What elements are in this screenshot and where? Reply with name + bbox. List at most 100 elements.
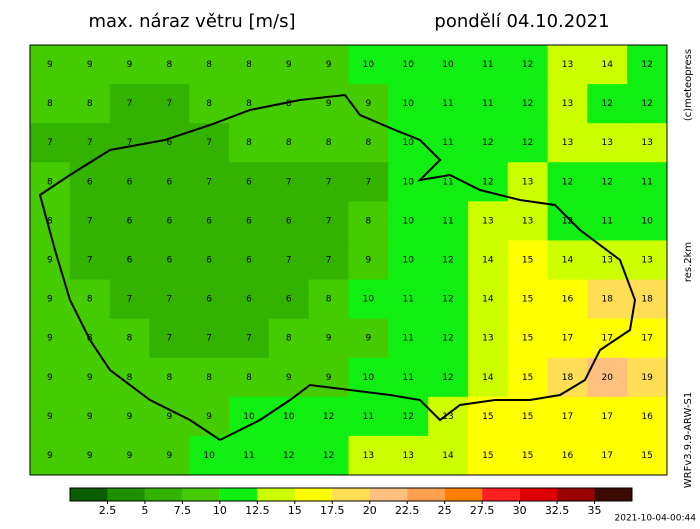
colorbar-frame (69, 487, 633, 502)
wind-value: 7 (326, 177, 332, 187)
colorbar-label: 10 (213, 504, 227, 517)
colorbar-segment (144, 488, 183, 501)
wind-cell (587, 279, 628, 320)
wind-cell (229, 45, 270, 85)
wind-value: 9 (87, 373, 93, 383)
wind-value: 11 (482, 99, 493, 109)
wind-value: 8 (246, 138, 252, 148)
wind-value: 9 (47, 60, 53, 70)
wind-value: 8 (286, 99, 292, 109)
wind-cell (587, 201, 628, 241)
wind-cell (109, 45, 150, 85)
wind-cell (109, 435, 150, 476)
wind-cell (467, 84, 509, 124)
colorbar-label: 22.5 (395, 504, 420, 517)
colorbar-segment (182, 488, 220, 501)
wind-value: 12 (442, 373, 453, 383)
wind-cell (30, 279, 71, 320)
wind-cell (30, 123, 71, 163)
wind-value: 17 (602, 334, 613, 344)
wind-cell (547, 435, 588, 476)
wind-cell (587, 357, 628, 398)
wind-value: 9 (326, 373, 332, 383)
wind-value: 19 (641, 373, 653, 383)
wind-cell (507, 84, 549, 124)
wind-value: 15 (522, 451, 533, 461)
wind-cell (388, 162, 429, 202)
wind-cell (388, 240, 429, 281)
wind-cell (109, 357, 150, 398)
wind-value: 10 (402, 177, 414, 187)
wind-cell (348, 435, 389, 476)
wind-cell (308, 201, 349, 241)
wind-cell (467, 240, 509, 281)
wind-cell (149, 45, 190, 85)
wind-value: 10 (442, 60, 454, 70)
wind-value: 9 (47, 256, 53, 266)
wind-cell (428, 162, 469, 202)
wind-cell (189, 201, 230, 241)
wind-value: 7 (166, 295, 172, 305)
wind-cell (268, 162, 310, 202)
wind-value: 18 (641, 295, 653, 305)
wind-cell (587, 84, 628, 124)
wind-cell (467, 279, 509, 320)
wind-cell (627, 84, 668, 124)
wind-value: 18 (562, 373, 574, 383)
wind-cell (348, 201, 389, 241)
wind-cell (428, 357, 469, 398)
wind-cell (547, 240, 588, 281)
map-date: pondělí 04.10.2021 (434, 11, 609, 32)
wind-cell (229, 279, 270, 320)
wind-value: 14 (482, 256, 494, 266)
wind-cell (308, 396, 349, 437)
wind-cell (388, 435, 429, 476)
wind-value: 8 (246, 373, 252, 383)
colorbar-segment (107, 488, 145, 501)
wind-value: 9 (366, 99, 372, 109)
wind-cell (308, 279, 349, 320)
wind-cell (229, 84, 270, 124)
wind-cell (229, 357, 270, 398)
colorbar-segment (407, 488, 445, 501)
map-frame (29, 44, 668, 476)
wind-value: 9 (286, 373, 292, 383)
wind-value: 10 (283, 412, 295, 422)
wind-cell (428, 396, 469, 437)
wind-value: 8 (286, 138, 292, 148)
wind-value: 18 (602, 295, 614, 305)
wind-cell (547, 279, 588, 320)
wind-value: 12 (522, 138, 533, 148)
wind-value: 14 (482, 295, 494, 305)
wind-value: 9 (47, 295, 53, 305)
wind-value: 7 (326, 216, 332, 226)
wind-cell (428, 45, 469, 85)
wind-cell (229, 201, 270, 241)
wind-value: 6 (286, 216, 292, 226)
wind-value: 7 (366, 177, 372, 187)
wind-cell (189, 435, 230, 476)
colorbar-label: 32.5 (545, 504, 570, 517)
wind-cell (189, 240, 230, 281)
wind-value: 7 (166, 99, 172, 109)
wind-cell (547, 318, 588, 359)
wind-cell (428, 84, 469, 124)
wind-cell (507, 45, 549, 85)
wind-value: 8 (326, 138, 332, 148)
wind-cell (428, 240, 469, 281)
wind-value: 13 (602, 256, 613, 266)
wind-cell (149, 162, 190, 202)
colorbar-label: 2.5 (99, 504, 117, 517)
wind-value: 7 (127, 99, 133, 109)
wind-cell (69, 435, 111, 476)
wind-value: 6 (166, 256, 172, 266)
colorbar-label: 27.5 (470, 504, 495, 517)
wind-value: 8 (87, 99, 93, 109)
wind-value: 9 (326, 60, 332, 70)
wind-value: 9 (47, 451, 53, 461)
wind-value: 11 (442, 138, 453, 148)
colorbar-segment (482, 488, 520, 501)
wind-cell (627, 162, 668, 202)
wind-cell (189, 162, 230, 202)
wind-cell (30, 45, 71, 85)
